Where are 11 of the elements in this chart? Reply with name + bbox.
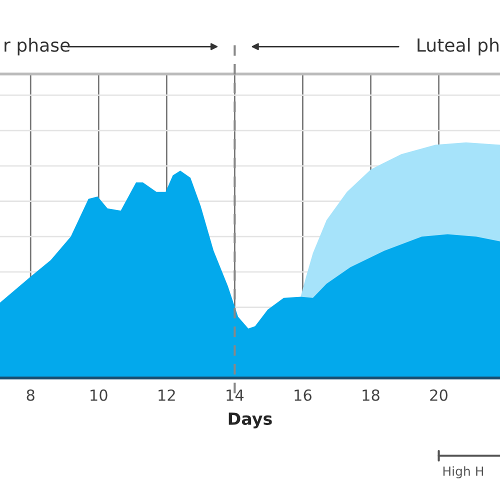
x-tick-label: 10 (90, 389, 108, 401)
x-tick-label: 14 (226, 390, 244, 401)
x-tick-label: 20 (430, 389, 448, 401)
text: Luteal ph (418, 38, 498, 56)
x-tick-label: 12 (158, 389, 175, 401)
x-tick-label: 18 (362, 389, 380, 401)
text: r phase (4, 38, 70, 56)
x-tick-label: 8 (26, 389, 34, 401)
text: High H (443, 466, 484, 478)
x-axis-title: Days (228, 412, 272, 428)
x-tick-label: 16 (294, 389, 312, 401)
